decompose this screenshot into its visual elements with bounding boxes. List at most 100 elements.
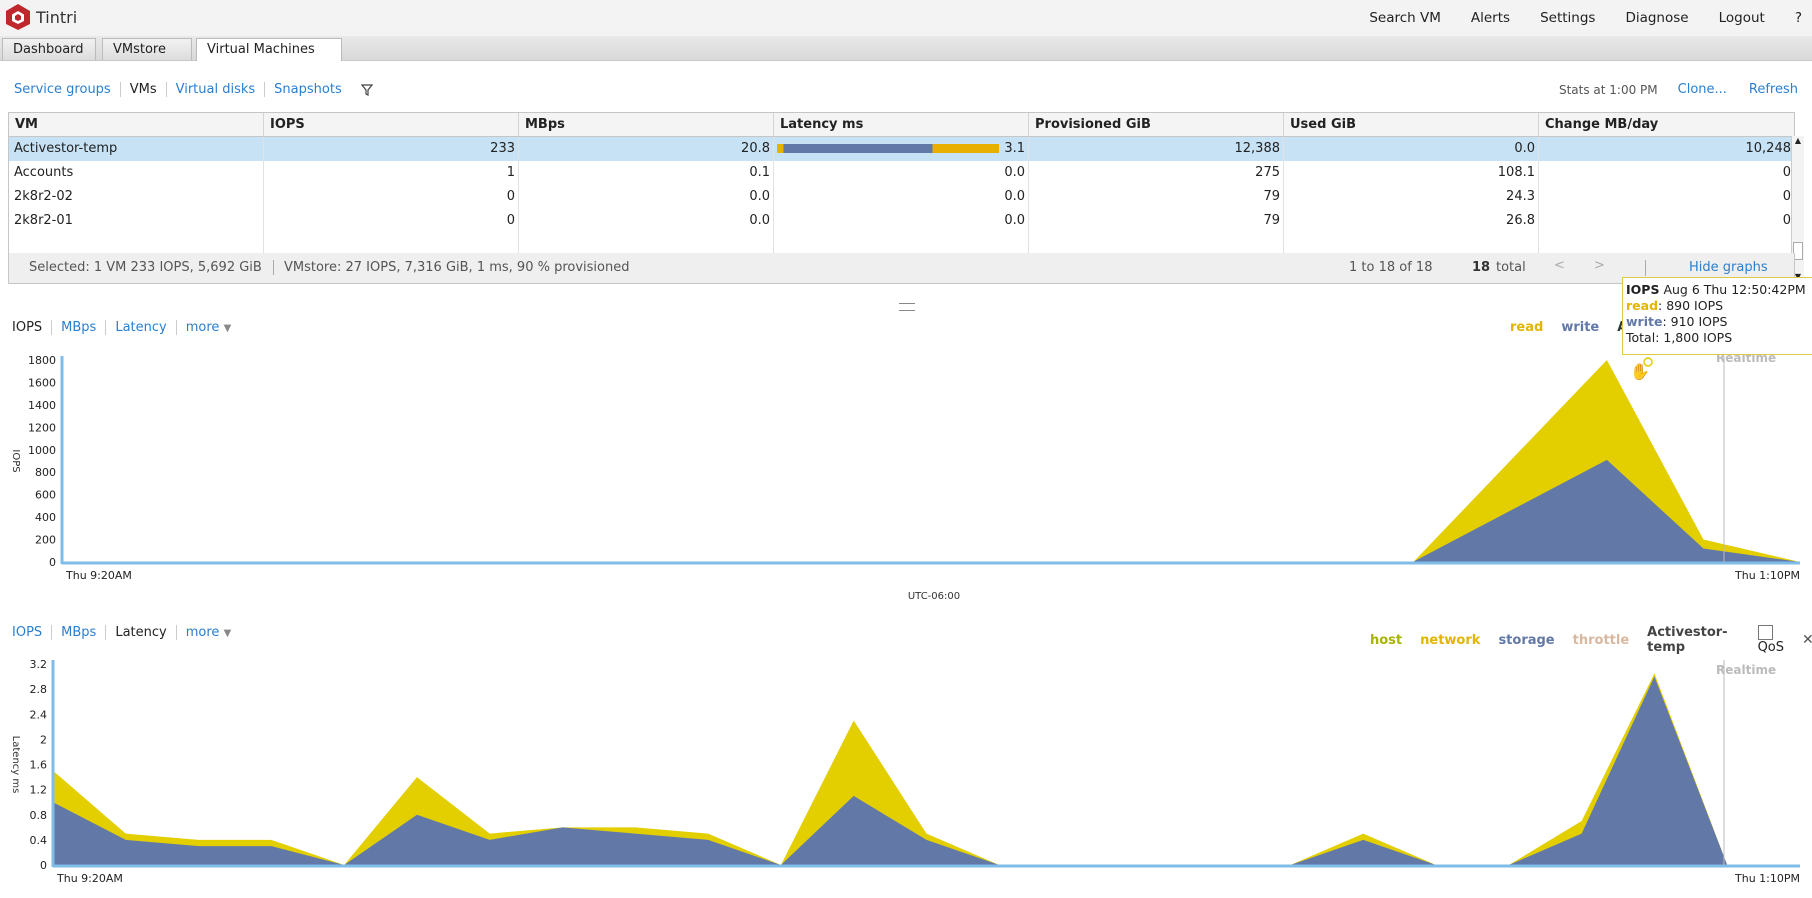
prev-page-button[interactable]: < [1554, 258, 1565, 273]
graph1-legend: read write Act [1492, 320, 1641, 335]
col-used[interactable]: Used GiB [1284, 113, 1539, 136]
table-row[interactable]: 2k8r2-01 0 0.0 0.0 79 26.8 0 [9, 209, 1794, 233]
splitter-handle[interactable] [899, 303, 915, 311]
col-latency[interactable]: Latency ms [774, 113, 1029, 136]
vm-table: VM IOPS MBps Latency ms Provisioned GiB … [8, 112, 1795, 257]
cell-mbps: 0.0 [519, 209, 774, 233]
tooltip-write-value: : 910 IOPS [1662, 314, 1728, 329]
graph2-tab-iops[interactable]: IOPS [12, 625, 53, 640]
logo: Tintri [4, 3, 77, 31]
iops-chart[interactable]: 180016001400120010008006004002000IOPSRea… [0, 338, 1812, 608]
cell-vm: 2k8r2-01 [9, 209, 264, 233]
cell-vm: Activestor-temp [9, 137, 264, 161]
col-iops[interactable]: IOPS [264, 113, 519, 136]
main-tabs: Dashboard VMstore Virtual Machines [0, 36, 1812, 61]
y-tick-label: 0.8 [30, 809, 48, 822]
latency-chart[interactable]: 3.2 2.8 2.4 2 1.6 1.2 0.8 0.4 0 Latency ms Realtim… [0, 648, 1812, 898]
scroll-thumb[interactable] [1793, 242, 1803, 260]
y-tick-label: 1800 [28, 354, 56, 367]
tooltip-total: Total: 1,800 IOPS [1626, 330, 1733, 345]
y-tick-label: 200 [35, 534, 56, 547]
tab-vmstore[interactable]: VMstore [102, 38, 192, 60]
legend-write[interactable]: write [1561, 320, 1600, 335]
table-row[interactable]: Activestor-temp 233 20.8 3.1 12,388 0.0 10,248 [9, 137, 1794, 161]
snapshots-link[interactable]: Snapshots [274, 82, 342, 97]
tooltip-write-label: write [1626, 314, 1663, 329]
cell-mbps: 0.0 [519, 185, 774, 209]
cell-provisioned: 79 [1029, 185, 1284, 209]
timezone-label: UTC-06:00 [908, 591, 960, 602]
col-vm[interactable]: VM [9, 113, 264, 136]
refresh-button[interactable]: Refresh [1748, 82, 1798, 97]
y-tick-label: 1600 [28, 376, 56, 389]
chevron-down-icon: ▼ [223, 628, 232, 639]
legend-throttle[interactable]: throttle [1572, 632, 1630, 648]
service-groups-link[interactable]: Service groups [14, 82, 121, 97]
graph1-tab-iops[interactable]: IOPS [12, 320, 53, 335]
table-row[interactable]: Accounts 1 0.1 0.0 275 108.1 0 [9, 161, 1794, 185]
legend-read[interactable]: read [1510, 320, 1544, 335]
cell-mbps: 20.8 [519, 137, 774, 161]
table-row[interactable]: 2k8r2-02 0 0.0 0.0 79 24.3 0 [9, 185, 1794, 209]
clone-button[interactable]: Clone... [1677, 82, 1727, 97]
cell-latency: 0.0 [774, 209, 1029, 233]
graph2-tab-latency[interactable]: Latency [106, 625, 177, 640]
legend-network[interactable]: network [1420, 632, 1481, 648]
y-tick-label: 2 [40, 733, 47, 746]
filter-icon[interactable] [360, 83, 373, 96]
vmstore-summary: VMstore: 27 IOPS, 7,316 GiB, 1 ms, 90 % … [273, 260, 629, 275]
close-icon[interactable]: ✕ [1802, 632, 1812, 648]
logout-link[interactable]: Logout [1718, 10, 1765, 26]
search-vm-link[interactable]: Search VM [1369, 10, 1441, 26]
brand-name: Tintri [36, 7, 78, 27]
graph2-tab-more[interactable]: more ▼ [177, 625, 241, 640]
y-tick-label: 0.4 [30, 834, 48, 847]
qos-checkbox[interactable] [1757, 625, 1773, 640]
total-label: total [1496, 260, 1526, 275]
cell-change: 0 [1782, 165, 1791, 180]
col-change[interactable]: Change MB/day [1545, 117, 1659, 132]
y-tick-label: 400 [35, 511, 56, 524]
cell-change: 0 [1782, 213, 1791, 228]
next-page-button[interactable]: > [1594, 258, 1605, 273]
graph1-tab-latency[interactable]: Latency [106, 320, 177, 335]
chevron-down-icon: ▼ [223, 323, 232, 334]
tab-virtual-machines[interactable]: Virtual Machines [196, 38, 342, 61]
x-start-label: Thu 9:20AM [65, 569, 132, 582]
hide-graphs-button[interactable]: Hide graphs [1689, 260, 1768, 275]
cell-used: 24.3 [1284, 185, 1539, 209]
cell-provisioned: 12,388 [1029, 137, 1284, 161]
cell-change: 0 [1782, 189, 1791, 204]
scroll-up-icon[interactable]: ▲ [1794, 136, 1802, 145]
series-area-storage [53, 676, 1800, 865]
y-tick-label: 2.8 [30, 683, 48, 696]
x-start-label: Thu 9:20AM [56, 872, 123, 885]
graph1-tab-more[interactable]: more ▼ [177, 320, 241, 335]
graph1-tab-mbps[interactable]: MBps [52, 320, 107, 335]
vms-link[interactable]: VMs [121, 82, 167, 97]
scroll-down-icon[interactable]: ▼ [1793, 272, 1803, 282]
qos-toggle[interactable]: QoS [1740, 625, 1784, 655]
cell-empty [9, 233, 264, 257]
help-link[interactable]: ? [1794, 10, 1802, 26]
table-scrollbar[interactable]: ▲ ▼ [1791, 136, 1804, 282]
legend-storage[interactable]: storage [1498, 632, 1555, 648]
settings-link[interactable]: Settings [1540, 10, 1596, 26]
cell-empty [1284, 233, 1539, 257]
table-header: VM IOPS MBps Latency ms Provisioned GiB … [9, 113, 1794, 137]
cell-empty [519, 233, 774, 257]
legend-host[interactable]: host [1370, 632, 1403, 648]
virtual-disks-link[interactable]: Virtual disks [167, 82, 266, 97]
total-count: 18 [1472, 260, 1491, 275]
x-end-label: Thu 1:10PM [1734, 569, 1800, 582]
alerts-link[interactable]: Alerts [1470, 10, 1511, 26]
col-provisioned[interactable]: Provisioned GiB [1029, 113, 1284, 136]
graph2-tab-mbps[interactable]: MBps [52, 625, 107, 640]
latency-bar [777, 144, 999, 153]
col-mbps[interactable]: MBps [519, 113, 774, 136]
diagnose-link[interactable]: Diagnose [1625, 10, 1689, 26]
y-tick-label: 1400 [28, 399, 56, 412]
y-tick-label: 0 [40, 859, 47, 872]
tintri-logo-icon [6, 4, 30, 30]
tab-dashboard[interactable]: Dashboard [2, 38, 96, 60]
